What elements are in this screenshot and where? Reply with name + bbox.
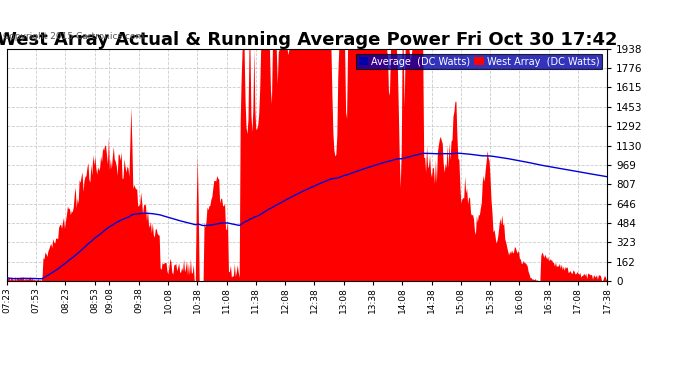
Legend: Average  (DC Watts), West Array  (DC Watts): Average (DC Watts), West Array (DC Watts…: [355, 54, 602, 69]
Text: Copyright 2015 Cartronics.com: Copyright 2015 Cartronics.com: [3, 32, 145, 41]
Title: West Array Actual & Running Average Power Fri Oct 30 17:42: West Array Actual & Running Average Powe…: [0, 31, 618, 49]
